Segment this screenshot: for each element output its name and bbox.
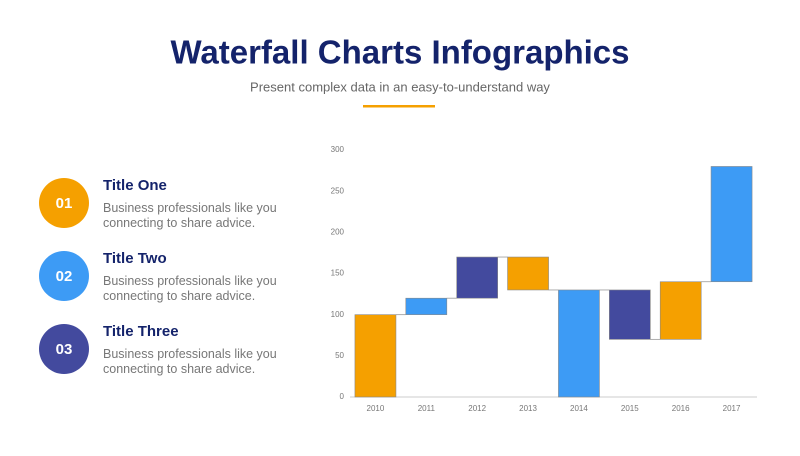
item-badge: [39, 251, 89, 301]
item-title: Title Three: [103, 323, 179, 340]
x-tick-label: 2013: [519, 404, 537, 413]
y-tick-label: 300: [331, 145, 345, 154]
item-title: Title Two: [103, 250, 167, 267]
title-underline: [363, 105, 435, 108]
y-tick-label: 0: [340, 392, 345, 401]
item-text: Business professionals like you connectin…: [103, 347, 277, 376]
x-tick-label: 2011: [418, 404, 436, 413]
item-text: Business professionals like you connectin…: [103, 201, 277, 230]
x-tick-label: 2010: [367, 404, 385, 413]
x-tick-label: 2015: [621, 404, 639, 413]
x-tick-label: 2012: [468, 404, 486, 413]
bar: [558, 289, 600, 398]
y-tick-label: 150: [331, 269, 345, 278]
y-tick-label: 250: [331, 186, 345, 195]
y-tick-label: 100: [331, 310, 345, 319]
bar: [609, 289, 651, 340]
item-number: 02: [56, 268, 73, 285]
item-badge: [39, 178, 89, 228]
y-tick-label: 50: [335, 351, 344, 360]
bar: [405, 297, 448, 315]
bar: [354, 314, 397, 398]
x-tick-label: 2016: [672, 404, 690, 413]
item-number: 01: [56, 195, 73, 212]
y-tick-label: 200: [331, 227, 345, 236]
x-tick-label: 2014: [570, 404, 588, 413]
item-badge: [39, 324, 89, 374]
item-number: 03: [56, 341, 73, 358]
bar: [507, 256, 549, 291]
bar: [456, 256, 498, 299]
item-text: Business professionals like you connectin…: [103, 274, 277, 303]
slide-title: Waterfall Charts Infographics: [170, 34, 629, 71]
bar: [710, 166, 753, 283]
bar: [659, 281, 702, 340]
slide-subtitle: Present complex data in an easy-to-under…: [250, 79, 550, 94]
item-title: Title One: [103, 177, 167, 194]
x-tick-label: 2017: [723, 404, 741, 413]
